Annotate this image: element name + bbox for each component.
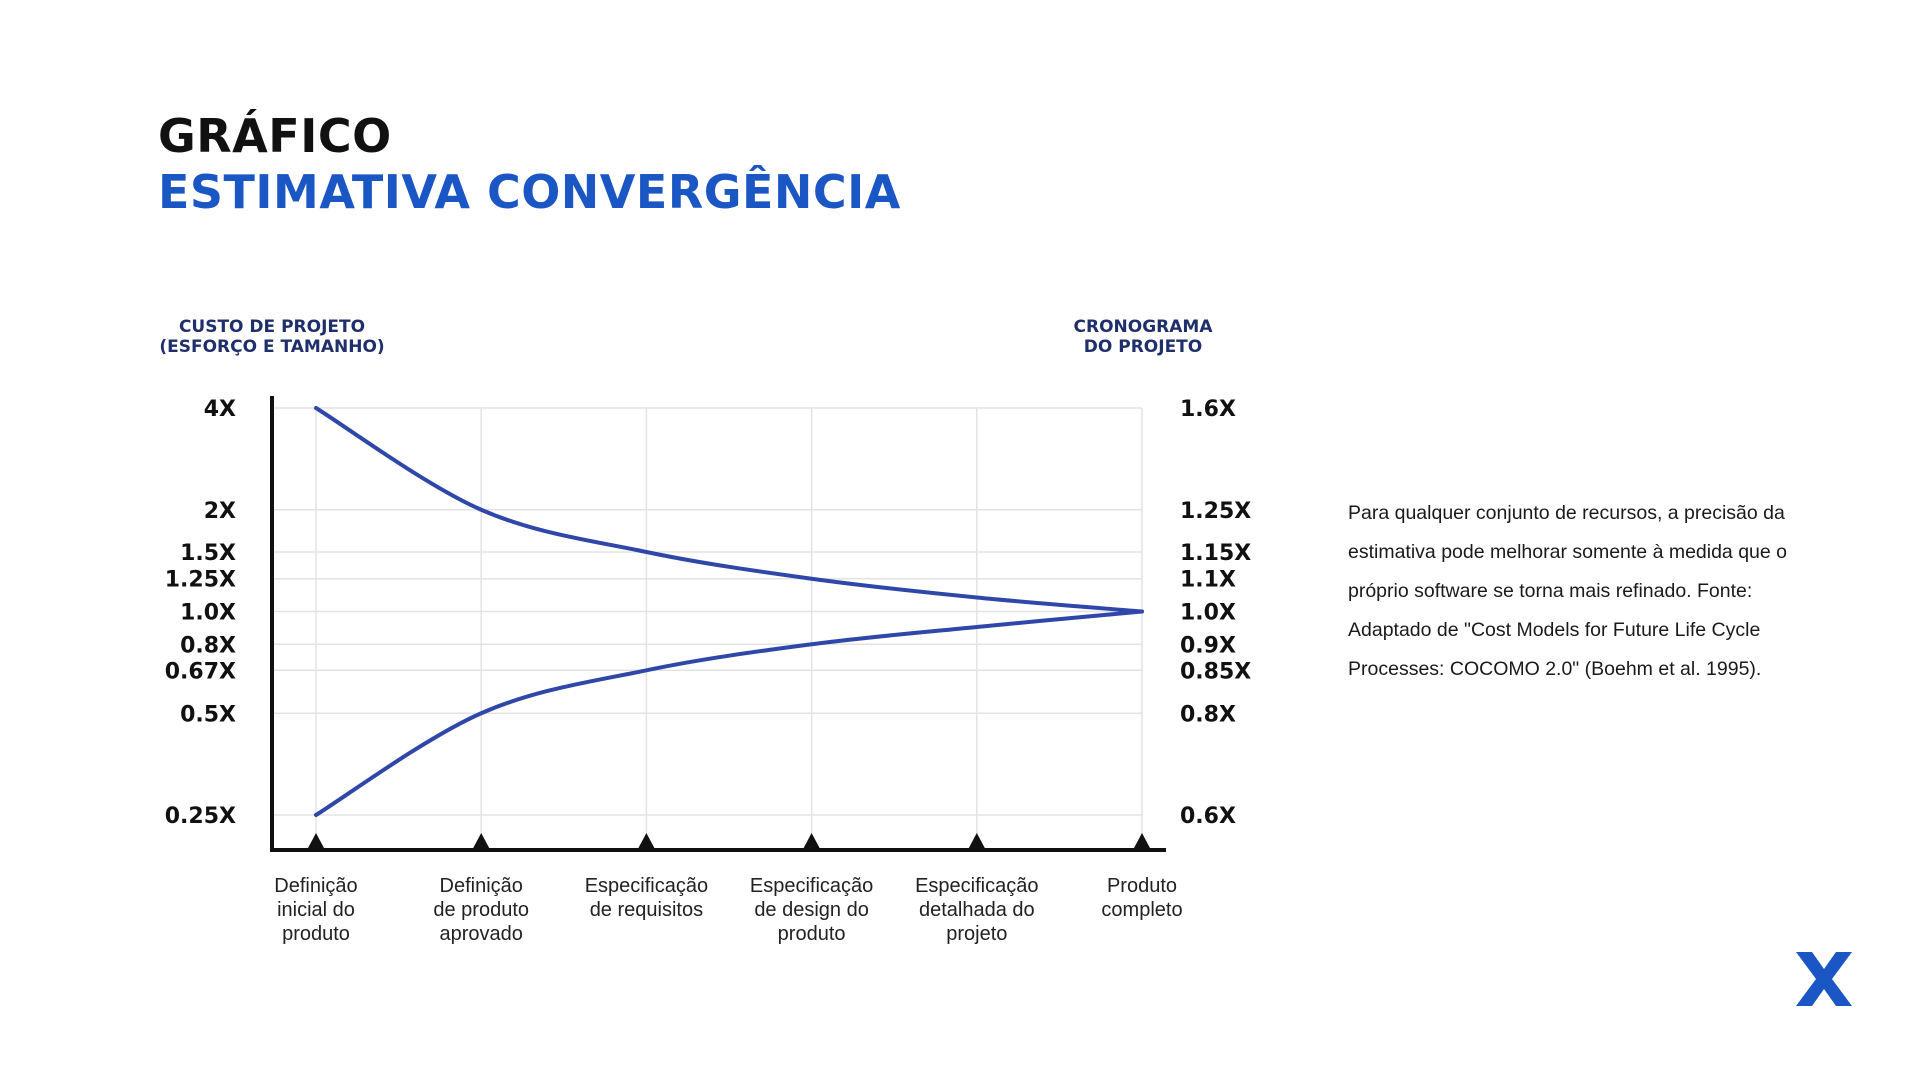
milestone-marker — [803, 833, 820, 848]
x-logo-icon — [1796, 952, 1852, 1006]
left-tick-label: 4X — [204, 397, 236, 422]
left-tick-label: 0.8X — [180, 633, 236, 658]
right-tick-label: 0.9X — [1180, 633, 1236, 658]
right-tick-label: 1.25X — [1180, 499, 1251, 524]
lower-estimate-line — [314, 609, 1144, 817]
right-tick-label: 1.1X — [1180, 568, 1236, 593]
left-tick-label: 2X — [204, 499, 236, 524]
left-tick-label: 1.25X — [165, 568, 236, 593]
left-axis-title: CUSTO DE PROJETO — [179, 317, 365, 337]
left-tick-label: 0.5X — [180, 702, 236, 727]
left-axis-title: (ESFORÇO E TAMANHO) — [159, 337, 384, 357]
left-tick-label: 0.25X — [165, 804, 236, 829]
x-tick-label: Produto completo — [1101, 875, 1182, 921]
milestone-marker — [638, 833, 655, 848]
left-tick-label: 1.5X — [180, 541, 236, 566]
x-tick-label: Definição inicial do produto — [274, 875, 357, 945]
right-tick-label: 0.6X — [1180, 804, 1236, 829]
right-tick-label: 0.8X — [1180, 702, 1236, 727]
chart-caption: Para qualquer conjunto de recursos, a pr… — [1348, 502, 1787, 680]
x-tick-label: Definição de produto aprovado — [433, 875, 529, 945]
milestone-marker — [1134, 833, 1150, 848]
x-tick-label: Especificação detalhada do projeto — [915, 875, 1038, 945]
right-axis-title: CRONOGRAMA — [1074, 317, 1214, 337]
page-title: GRÁFICO — [158, 109, 392, 163]
x-tick-label: Especificação de requisitos — [585, 875, 708, 921]
title-block: GRÁFICO ESTIMATIVA CONVERGÊNCIA — [158, 108, 901, 220]
left-tick-label: 0.67X — [165, 659, 236, 684]
right-axis-title: DO PROJETO — [1084, 337, 1202, 357]
milestone-marker — [308, 833, 324, 848]
page-subtitle: ESTIMATIVA CONVERGÊNCIA — [158, 165, 901, 219]
milestone-marker — [968, 833, 985, 848]
x-tick-label: Especificação de design do produto — [750, 875, 873, 945]
right-tick-label: 1.6X — [1180, 397, 1236, 422]
right-tick-label: 0.85X — [1180, 659, 1251, 684]
right-tick-label: 1.0X — [1180, 601, 1236, 626]
upper-estimate-line — [314, 406, 1144, 614]
left-tick-label: 1.0X — [180, 601, 236, 626]
right-tick-label: 1.15X — [1180, 541, 1251, 566]
milestone-marker — [473, 833, 490, 848]
